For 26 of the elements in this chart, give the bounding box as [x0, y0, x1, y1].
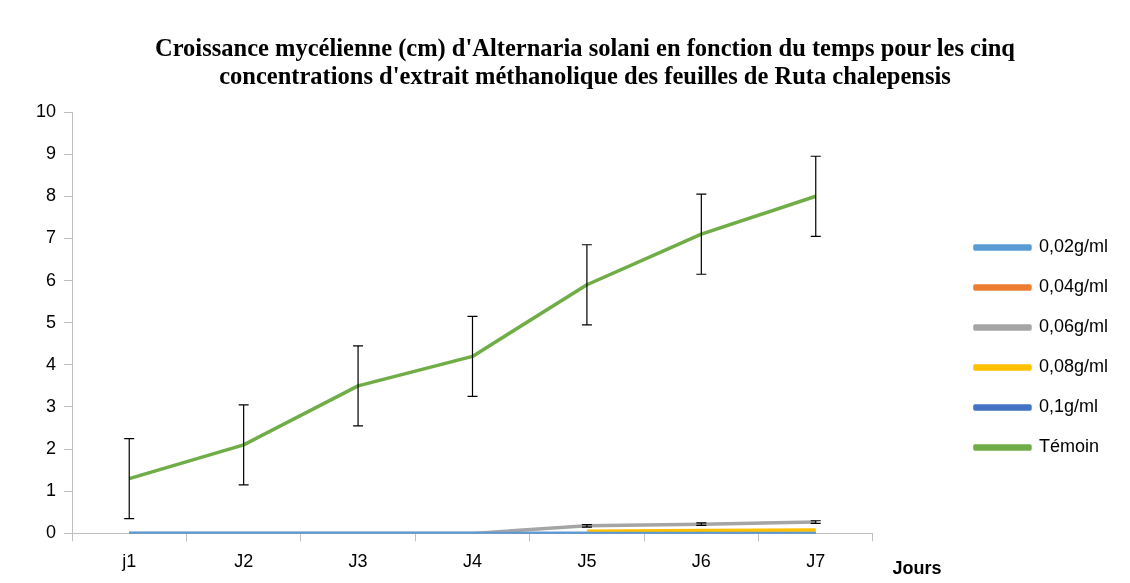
x-tick-label: J2 — [234, 551, 254, 572]
y-tick-label: 0 — [46, 522, 57, 543]
legend-label: Témoin — [1038, 436, 1099, 457]
y-tick-label: 3 — [46, 395, 57, 416]
chart-title: Croissance mycélienne (cm) d'Alternaria solani en fonction du temps pour les cinq concentrations d'extrait méthanolique des feuilles de Ruta chalepensis — [154, 34, 1016, 91]
legend-label: 0,08g/ml — [1038, 356, 1109, 377]
y-tick-label: 10 — [35, 100, 57, 121]
y-tick-label: 6 — [46, 269, 57, 290]
y-tick-label: 7 — [46, 227, 57, 248]
legend-label: 0,04g/ml — [1038, 276, 1109, 297]
y-tick-label: 2 — [46, 438, 57, 459]
legend-label: 0,06g/ml — [1038, 316, 1109, 337]
y-tick-label: 5 — [46, 311, 57, 332]
y-tick-label: 8 — [46, 185, 57, 206]
x-tick-label: J5 — [577, 551, 597, 572]
legend-label: 0,02g/ml — [1038, 236, 1109, 257]
x-tick-label: J4 — [462, 551, 482, 572]
x-tick-label: J6 — [691, 551, 711, 572]
y-tick-label: 4 — [46, 353, 57, 374]
x-axis-title: Jours — [892, 558, 942, 579]
x-tick-label: J7 — [806, 551, 826, 572]
x-tick-label: J3 — [348, 551, 368, 572]
y-tick-label: 9 — [46, 143, 57, 164]
x-tick-label: j1 — [121, 551, 137, 572]
y-tick-label: 1 — [46, 480, 57, 501]
legend-label: 0,1g/ml — [1038, 396, 1098, 417]
